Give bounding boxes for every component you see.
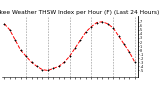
Title: Milwaukee Weather THSW Index per Hour (F) (Last 24 Hours): Milwaukee Weather THSW Index per Hour (F… bbox=[0, 10, 160, 15]
